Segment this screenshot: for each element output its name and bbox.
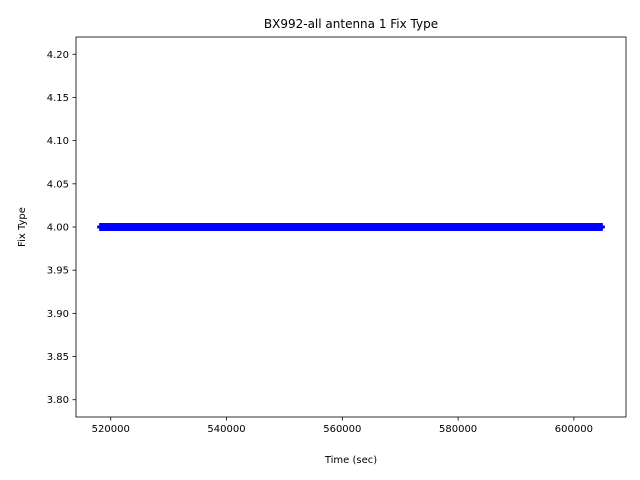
y-tick-label: 4.00 bbox=[47, 223, 69, 234]
x-tick-label: 600000 bbox=[555, 424, 593, 435]
x-tick-label: 580000 bbox=[439, 424, 477, 435]
x-axis-ticks: 520000 540000 560000 580000 600000 bbox=[92, 417, 593, 435]
y-tick-label: 4.20 bbox=[47, 50, 69, 61]
y-tick-label: 3.90 bbox=[47, 309, 69, 320]
x-axis-label: Time (sec) bbox=[324, 455, 377, 466]
y-tick-label: 4.10 bbox=[47, 136, 69, 147]
x-tick-label: 540000 bbox=[207, 424, 245, 435]
y-tick-label: 3.95 bbox=[47, 266, 69, 277]
plot-frame bbox=[75, 36, 627, 418]
y-axis-label: Fix Type bbox=[17, 207, 28, 247]
y-tick-label: 4.05 bbox=[47, 179, 69, 190]
chart-title: BX992-all antenna 1 Fix Type bbox=[264, 17, 438, 31]
y-axis-ticks: 3.80 3.85 3.90 3.95 4.00 4.05 4.10 4.15 4.20 bbox=[47, 50, 76, 406]
y-tick-label: 3.85 bbox=[47, 352, 69, 363]
x-tick-label: 560000 bbox=[323, 424, 361, 435]
y-tick-label: 4.15 bbox=[47, 93, 69, 104]
x-tick-label: 520000 bbox=[92, 424, 130, 435]
y-tick-label: 3.80 bbox=[47, 395, 69, 406]
